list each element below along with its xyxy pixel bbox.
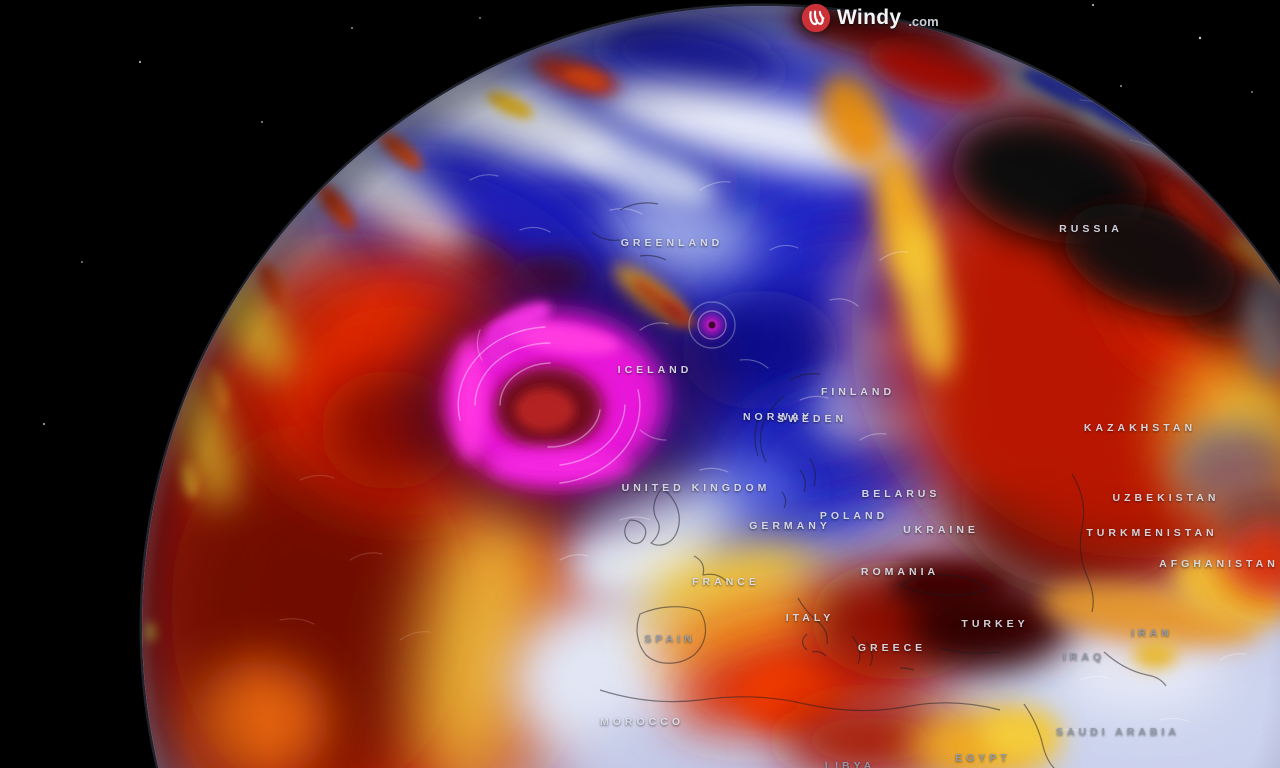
stars [42, 3, 1253, 426]
brand-tld: .com [908, 13, 939, 29]
windy-swirl-icon [801, 3, 831, 33]
globe-art [142, 6, 1280, 768]
windy-logo[interactable]: Windy .com [801, 3, 939, 33]
brand-name: Windy [837, 6, 902, 29]
atmosphere-glow [139, 3, 1280, 768]
